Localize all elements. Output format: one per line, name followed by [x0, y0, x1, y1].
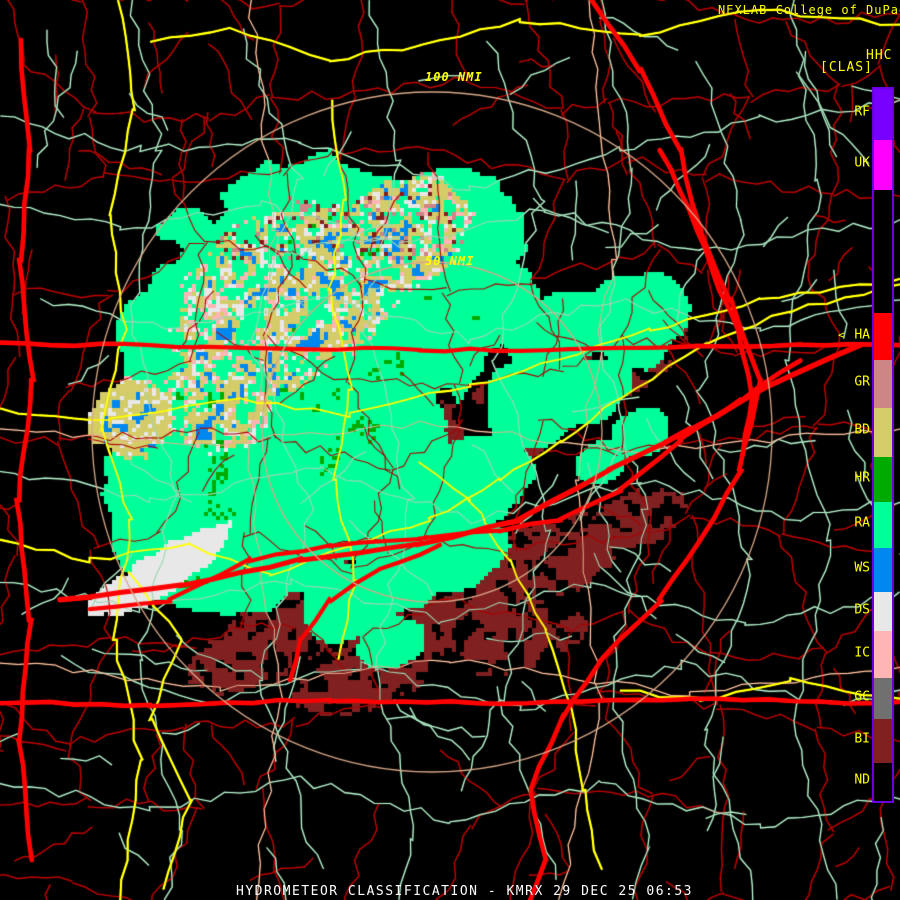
colorbar-tick-marker: < [838, 328, 845, 342]
colorbar-segment-ha [874, 313, 892, 361]
colorbar-label-ic: IC [854, 645, 870, 661]
range-ring-label-50: 50 NMI [425, 254, 475, 268]
nexlab-credit: NEXLAB-College of DuPage [718, 3, 900, 17]
colorbar-label-nd: ND [854, 772, 870, 788]
colorbar-label-gr: GR [854, 374, 870, 390]
colorbar-segment-gr [874, 360, 892, 408]
colorbar-label-rf: RF [854, 104, 870, 120]
product-title: HYDROMETEOR CLASSIFICATION - KMRX 29 DEC… [236, 884, 694, 899]
colorbar-segment-ws [874, 548, 892, 593]
colorbar-label-bd: BD [854, 422, 870, 438]
colorbar-segment-gc [874, 678, 892, 719]
colorbar-label-ha: HA [854, 327, 870, 343]
colorbar-label-uk: UK [854, 155, 870, 171]
colorbar-label-ra: RA [854, 515, 870, 531]
colorbar-segment-nd [874, 762, 892, 801]
colorbar-segment-ra [874, 502, 892, 549]
product-code-label: HHC [866, 48, 893, 63]
colorbar-segment-ds [874, 592, 892, 631]
colorbar-segment-ic [874, 630, 892, 679]
colorbar-label-ds: DS [854, 602, 870, 618]
colorbar-segment--- [874, 190, 892, 314]
colorbar-segment-hr [874, 456, 892, 503]
colorbar-label-ws: WS [854, 560, 870, 576]
colorbar-segment-rf [874, 89, 892, 140]
colorbar-label-bi: BI [854, 731, 870, 747]
colorbar-label-hr: HR [854, 470, 870, 486]
range-ring-label-100: 100 NMI [425, 70, 483, 84]
colorbar-segment-bi [874, 718, 892, 763]
hydrometeor-colorbar[interactable] [872, 87, 894, 803]
colorbar-label-gc: GC [854, 689, 870, 705]
product-class-label: [CLAS] [820, 60, 873, 75]
colorbar-segment-uk [874, 139, 892, 191]
colorbar-segment-bd [874, 407, 892, 457]
